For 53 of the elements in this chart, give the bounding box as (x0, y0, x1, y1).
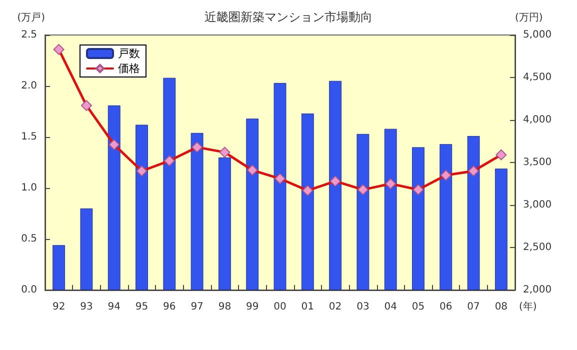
x-tick-label: 06 (440, 302, 452, 312)
bar (412, 147, 424, 290)
y2-tick-label: 5,000 (523, 30, 552, 40)
y2-tick-label: 4,000 (523, 114, 552, 126)
x-tick-label: 98 (218, 302, 232, 312)
bar (384, 128, 397, 290)
x-axis-title: (年) (519, 300, 537, 312)
x-tick-label: 00 (274, 302, 286, 312)
bar (246, 118, 259, 290)
chart-title: 近畿圏新築マンション市場動向 (204, 10, 372, 24)
y-axis-title: (万戸) (17, 12, 46, 24)
bar (108, 105, 120, 290)
bar (136, 124, 148, 290)
x-tick-label: 99 (246, 302, 259, 312)
legend-label: 戸数 (118, 47, 140, 60)
x-tick-label: 04 (384, 302, 397, 312)
x-tick-label: 97 (190, 302, 204, 312)
x-tick-label: 01 (301, 302, 314, 312)
x-tick-label: 95 (135, 302, 148, 312)
y2-axis-title: (万円) (515, 12, 543, 24)
y2-tick-label: 4,500 (523, 72, 552, 83)
bar (440, 144, 452, 290)
y-tick-label: 1.5 (21, 132, 37, 142)
bar (190, 132, 204, 290)
bar (274, 82, 286, 290)
y2-tick-label: 2,000 (523, 284, 552, 296)
x-tick-label: 05 (412, 302, 425, 312)
x-tick-label: 96 (163, 302, 176, 312)
bar (218, 157, 231, 290)
bar (80, 208, 93, 290)
y2-tick-label: 3,000 (523, 200, 552, 210)
bar (52, 245, 66, 290)
x-tick-label: 92 (52, 302, 66, 312)
bar (329, 80, 342, 290)
bar (301, 114, 314, 290)
y-tick-label: 0.5 (21, 234, 37, 244)
bar (494, 168, 508, 290)
x-tick-label: 08 (494, 302, 508, 312)
x-tick-label: 02 (328, 302, 342, 312)
bar (467, 136, 480, 290)
y-tick-label: 1.0 (21, 182, 37, 194)
x-tick-label: 93 (80, 302, 93, 312)
x-tick-label: 07 (467, 302, 480, 312)
x-tick-label: 94 (108, 302, 120, 312)
y2-tick-label: 2,500 (523, 242, 552, 253)
bar (163, 78, 176, 290)
y-tick-label: 2.5 (21, 30, 37, 40)
y-tick-label: 0.0 (21, 284, 37, 296)
y2-tick-label: 3,500 (523, 157, 552, 168)
legend-label: 価格 (118, 62, 140, 75)
x-tick-label: 03 (356, 302, 370, 312)
y-tick-label: 2.0 (21, 80, 37, 92)
bar (356, 134, 370, 290)
